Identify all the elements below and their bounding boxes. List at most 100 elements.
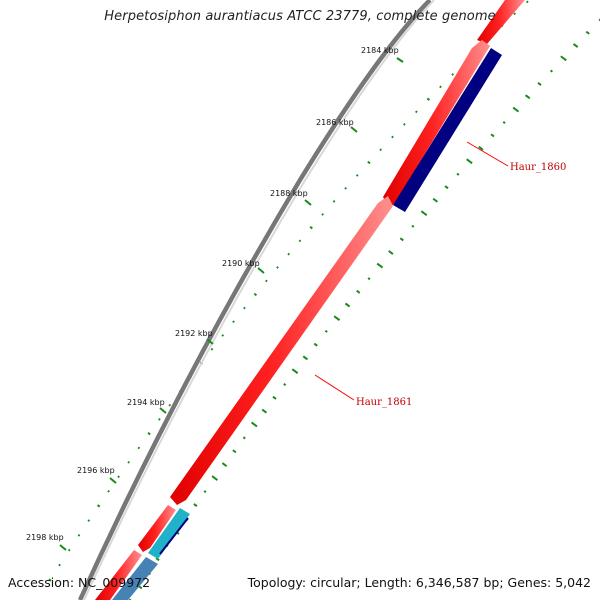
gc-mark-inner [250, 421, 258, 428]
gc-mark-outer [137, 446, 141, 450]
tick-label-2192: 2192 kbp [175, 329, 213, 338]
gc-mark-inner [261, 408, 268, 414]
gc-mark-inner [478, 145, 484, 151]
cds-haur-1862 [138, 505, 176, 552]
gc-mark-outer [243, 306, 246, 310]
tick-label-2194: 2194 kbp [127, 398, 165, 407]
gc-mark-inner [537, 81, 542, 86]
cds-haur-1863 [95, 550, 142, 600]
tick-mark [109, 477, 117, 484]
tick-mark [257, 267, 265, 274]
gc-mark-inner [313, 342, 318, 347]
cds-haur-1860-forward [383, 40, 490, 208]
gc-content-track-inner [128, 18, 600, 600]
gc-mark-inner [420, 210, 428, 217]
gc-mark-inner [490, 133, 495, 138]
gc-mark-inner [399, 237, 404, 242]
gc-mark-outer [332, 200, 336, 203]
gc-mark-outer [67, 548, 71, 552]
forward-cds-track [95, 0, 525, 600]
gc-mark-inner [444, 185, 449, 190]
gc-mark-outer [87, 519, 91, 522]
cds-haur-1861 [170, 196, 393, 505]
gc-mark-inner [512, 106, 520, 113]
tick-label-2186: 2186 kbp [316, 118, 354, 127]
gc-mark-inner [466, 158, 473, 165]
gc-mark-outer [367, 160, 371, 165]
gene-labels: Haur_1860 Haur_1861 [314, 141, 566, 408]
position-ticks: 2184 kbp 2186 kbp 2188 kbp 2190 kbp 2192… [26, 46, 404, 551]
gc-mark-inner [356, 289, 361, 294]
gc-mark-outer [168, 403, 172, 407]
gc-mark-inner [155, 557, 160, 562]
gc-mark-inner [502, 121, 506, 124]
cds-small-feature [148, 508, 190, 559]
gc-mark-inner [376, 262, 384, 269]
gc-mark-outer [96, 504, 101, 508]
gc-mark-inner [585, 30, 590, 35]
cds-rrna-feature [112, 557, 158, 600]
gc-mark-inner [302, 355, 309, 361]
gc-mark-outer [77, 533, 81, 537]
cds-haur-1859 [477, 0, 525, 44]
gc-mark-outer [403, 123, 406, 126]
gc-mark-outer [221, 334, 225, 337]
reverse-cds-track [112, 48, 502, 600]
tick-label-2198: 2198 kbp [26, 533, 64, 542]
gc-mark-outer [127, 460, 130, 464]
gc-mark-outer [58, 563, 61, 567]
gc-mark-inner [560, 55, 567, 62]
gc-mark-outer [253, 292, 258, 297]
gc-mark-outer [451, 73, 455, 76]
tick-mark [396, 57, 404, 63]
gc-mark-outer [415, 110, 418, 114]
tick-label-2196: 2196 kbp [77, 466, 115, 475]
gc-mark-inner [203, 490, 207, 494]
gc-mark-outer [513, 12, 517, 16]
gc-mark-outer [379, 148, 382, 152]
gc-mark-inner [456, 172, 460, 176]
tick-mark [350, 126, 358, 133]
gc-mark-outer [298, 239, 302, 243]
gc-mark-outer [355, 174, 359, 177]
gene-label-haur-1861: Haur_1861 [356, 397, 412, 408]
gc-mark-inner [242, 436, 246, 440]
gc-mark-outer [391, 135, 394, 139]
gc-mark-outer [158, 418, 161, 421]
gc-mark-outer [344, 187, 347, 190]
tick-label-2190: 2190 kbp [222, 259, 260, 268]
gc-mark-inner [598, 18, 600, 22]
gc-mark-inner [524, 94, 531, 100]
gc-mark-inner [572, 43, 579, 48]
gc-mark-inner [221, 462, 228, 468]
gc-mark-inner [232, 449, 237, 454]
gc-mark-inner [193, 503, 198, 507]
gc-mark-outer [525, 0, 529, 4]
label-leader-haur-1861 [314, 374, 355, 401]
gc-mark-outer [48, 578, 52, 582]
map-title: Herpetosiphon aurantiacus ATCC 23779, co… [104, 9, 496, 24]
tick-label-2184: 2184 kbp [361, 46, 399, 55]
tick-mark [304, 199, 312, 206]
gc-mark-inner [411, 224, 415, 228]
gc-mark-inner [291, 368, 299, 374]
gc-mark-outer [107, 489, 110, 493]
gc-mark-outer [321, 213, 324, 216]
gc-mark-outer [426, 97, 431, 101]
genome-summary-text: Topology: circular; Length: 6,346,587 bp… [247, 575, 591, 590]
gc-mark-outer [117, 475, 120, 479]
gc-mark-outer [309, 225, 313, 230]
backbone-ring [77, 0, 435, 600]
gc-mark-inner [324, 329, 328, 333]
gc-mark-outer [276, 266, 279, 269]
tick-mark [206, 338, 214, 345]
gc-mark-inner [388, 250, 394, 255]
accession-text: Accession: NC_009972 [8, 575, 151, 590]
gc-mark-inner [549, 69, 553, 73]
gc-mark-outer [232, 320, 235, 324]
gc-mark-inner [432, 197, 438, 203]
tick-mark [59, 544, 67, 551]
gc-mark-outer [147, 432, 151, 436]
gc-mark-inner [367, 277, 371, 281]
gc-mark-inner [283, 382, 287, 386]
